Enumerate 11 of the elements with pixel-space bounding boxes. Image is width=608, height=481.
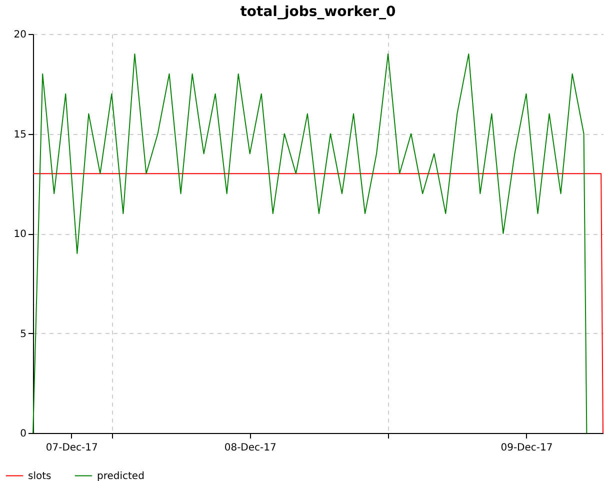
chart-title: total_jobs_worker_0 xyxy=(240,4,396,20)
x-tick-label: 08-Dec-17 xyxy=(224,442,276,454)
y-tick-label: 20 xyxy=(14,30,26,40)
legend-label: slots xyxy=(28,470,52,481)
y-tick-label: 0 xyxy=(20,428,26,440)
legend-label: predicted xyxy=(97,470,144,481)
y-tick-label: 5 xyxy=(20,328,26,340)
x-tick-label: 07-Dec-17 xyxy=(46,442,98,454)
y-tick-label: 15 xyxy=(14,129,26,140)
y-tick-label: 10 xyxy=(14,229,26,240)
x-tick-label: 09-Dec-17 xyxy=(500,442,553,454)
